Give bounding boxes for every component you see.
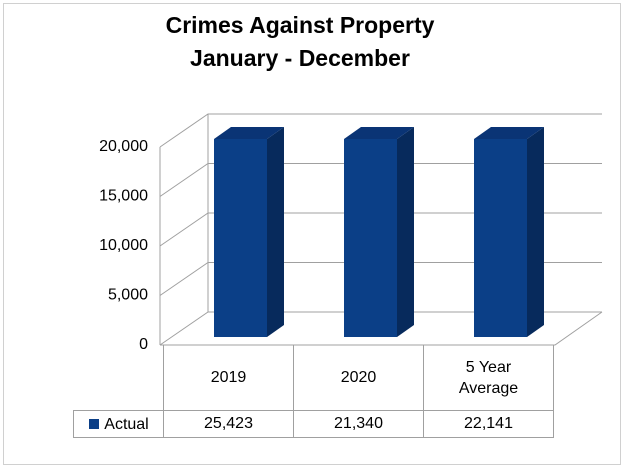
bar (214, 127, 284, 337)
y-tick-label: 20,000 (99, 138, 148, 155)
bar-top (474, 127, 544, 139)
x-tick-label-text: 2019 (210, 369, 247, 386)
grid-line (159, 212, 602, 247)
bar (344, 127, 414, 337)
legend-swatch (89, 419, 100, 429)
x-tick-label: 2020 (293, 345, 424, 411)
table-value-text: 22,141 (464, 415, 513, 432)
table-value: 25,423 (163, 410, 294, 438)
grid-line (159, 262, 602, 296)
floor-edge (160, 311, 603, 346)
y-tick-label: 15,000 (99, 188, 148, 205)
bar (474, 127, 544, 337)
bar-side (267, 127, 284, 337)
y-tick-label: 0 (139, 336, 148, 353)
grid-line (159, 113, 602, 148)
bar-side (527, 127, 544, 337)
grid-line (159, 163, 602, 197)
bar-top (344, 127, 414, 139)
chart-subtitle: January - December (190, 45, 410, 71)
y-tick-label: 5,000 (108, 287, 148, 304)
bar-side (397, 127, 414, 337)
legend-entry-text: Actual (104, 415, 149, 433)
table-value: 22,141 (423, 410, 554, 438)
y-tick-label: 10,000 (99, 237, 148, 254)
chart-title: Crimes Against Property (166, 12, 435, 38)
x-tick-label-text: 2020 (340, 369, 377, 386)
x-tick-label: 2019 (163, 345, 294, 411)
table-value: 21,340 (293, 410, 424, 438)
x-tick-label-text: 5 Year Average (458, 358, 519, 397)
bar-top (214, 127, 284, 139)
grid-line (159, 311, 602, 346)
table-value-text: 25,423 (204, 415, 253, 432)
bar-front (474, 139, 527, 337)
bar-front (214, 139, 267, 337)
legend-entry: Actual (73, 410, 164, 438)
x-tick-label: 5 Year Average (423, 345, 554, 411)
bar-front (344, 139, 397, 337)
table-value-text: 21,340 (334, 415, 383, 432)
